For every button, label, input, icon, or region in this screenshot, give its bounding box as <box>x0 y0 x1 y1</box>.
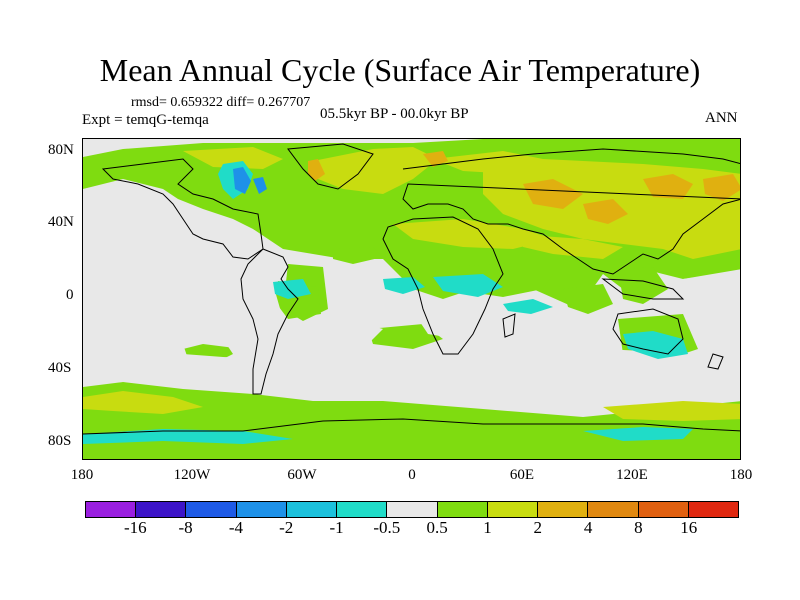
lat-tick-40s: 40S <box>48 360 72 376</box>
colorbar-label: 4 <box>583 518 593 537</box>
colorbar-box <box>136 502 187 517</box>
colorbar-box <box>86 502 137 517</box>
lat-tick-40n: 40N <box>48 214 74 230</box>
colorbar-box <box>387 502 438 517</box>
colorbar-box <box>186 502 237 517</box>
coastlines <box>83 143 740 435</box>
colorbar-label: 16 <box>680 518 698 537</box>
plot-title: Mean Annual Cycle (Surface Air Temperatu… <box>99 52 701 88</box>
colorbar-box <box>538 502 589 517</box>
lon-tick-180e: 180 <box>729 467 753 483</box>
colorbar-box <box>588 502 639 517</box>
colorbar-box <box>638 502 689 517</box>
colorbar-box <box>337 502 388 517</box>
lon-tick-180w: 180 <box>70 467 94 483</box>
colorbar-label: 1 <box>483 518 492 537</box>
lon-tick-60w: 60W <box>287 467 317 483</box>
colorbar-box <box>286 502 338 517</box>
lat-tick-eq: 0 <box>66 287 74 303</box>
period-label: 05.5kyr BP - 00.0kyr BP <box>320 106 469 122</box>
colorbar-label: -8 <box>178 518 193 537</box>
colorbar-label: 8 <box>634 518 643 537</box>
lat-tick-80s: 80S <box>48 433 72 449</box>
colorbar-box <box>236 502 287 517</box>
colorbar <box>85 501 739 518</box>
colorbar-box <box>487 502 539 517</box>
colorbar-label: -1 <box>329 518 344 537</box>
experiment-label: Expt = temqG-temqa <box>82 112 209 128</box>
lon-tick-0: 0 <box>408 467 416 483</box>
anomaly-field-cyan <box>83 161 693 444</box>
anomaly-field-neutral <box>83 181 740 409</box>
colorbar-label: 2 <box>533 518 543 537</box>
lon-tick-120e: 120E <box>616 467 648 483</box>
colorbar-label: -4 <box>228 518 244 537</box>
lon-tick-120w: 120W <box>173 467 211 483</box>
colorbar-label: 0.5 <box>426 518 448 537</box>
lon-tick-60e: 60E <box>509 467 535 483</box>
colorbar-box <box>437 502 488 517</box>
season-label: ANN <box>705 110 738 126</box>
colorbar-label: -2 <box>279 518 294 537</box>
stats-label: rmsd= 0.659322 diff= 0.267707 <box>131 95 311 110</box>
colorbar-label: -16 <box>123 518 147 537</box>
colorbar-label: -0.5 <box>373 518 401 537</box>
anomaly-field-blue <box>233 167 267 194</box>
temperature-map <box>82 138 741 460</box>
map-svg <box>83 139 740 459</box>
colorbar-box <box>688 502 739 517</box>
anomaly-field-orange <box>308 151 740 224</box>
lat-tick-80n: 80N <box>48 142 74 158</box>
